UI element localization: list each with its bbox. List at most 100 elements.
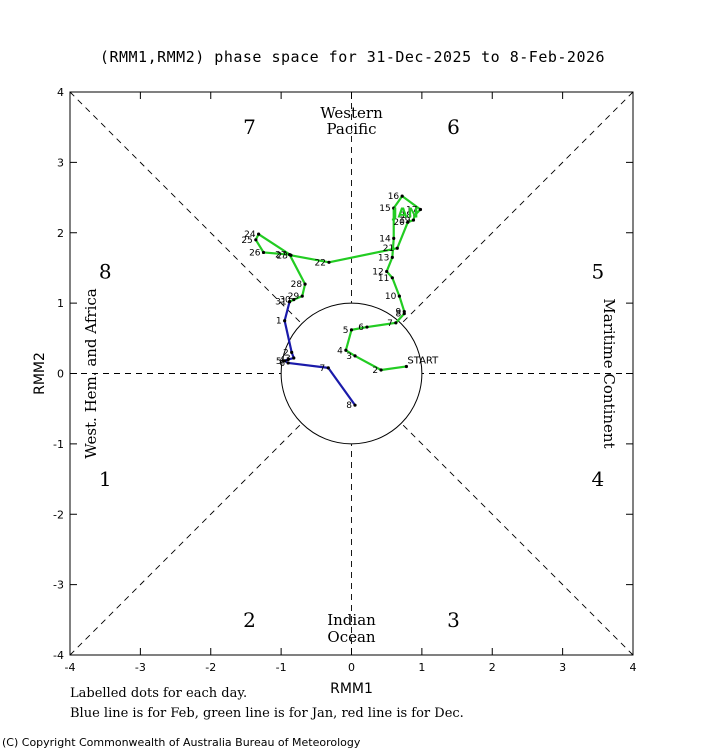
- plot-frame: [69, 91, 634, 656]
- day-label: 30: [279, 296, 291, 306]
- month-label-jan: JAN: [392, 207, 419, 222]
- diagonal-guide-upper-right: [400, 91, 634, 325]
- day-dot: [349, 328, 354, 332]
- day-dot: [400, 194, 404, 198]
- day-dot: [413, 213, 417, 217]
- y-tick-label: 1: [57, 297, 64, 310]
- x-tick-label: 4: [630, 661, 637, 674]
- day-label: 28: [291, 280, 303, 290]
- day-label: 26: [249, 248, 261, 258]
- copyright-text: (C) Copyright Commonwealth of Australia …: [2, 736, 361, 749]
- phase-5-label: 5: [591, 259, 604, 283]
- x-tick-label: -2: [205, 661, 216, 674]
- day-label: 14: [379, 234, 391, 244]
- day-dot: [392, 236, 396, 240]
- day-dot: [392, 206, 396, 210]
- diagonal-guide-upper-left: [69, 91, 303, 325]
- day-label: 25: [241, 236, 252, 246]
- day-label: 6: [279, 359, 285, 369]
- day-label: 29: [288, 292, 300, 302]
- day-label: 20: [393, 218, 405, 228]
- region-right-label: Maritime Continent: [600, 298, 618, 448]
- day-label: 4: [337, 346, 343, 356]
- day-label: 5: [276, 357, 282, 367]
- x-axis-label: RMM1: [330, 681, 373, 697]
- x-tick-label: -4: [65, 661, 76, 674]
- day-dot: [404, 364, 408, 369]
- day-label: 4: [279, 355, 285, 365]
- day-label: 8: [346, 401, 352, 411]
- day-dot: [292, 298, 296, 302]
- amplitude-one-circle: [280, 302, 423, 445]
- phase-2-label: 2: [243, 608, 256, 632]
- region-bottom-line1: Indian: [327, 611, 376, 629]
- y-tick-label: 2: [57, 227, 64, 240]
- x-tick-label: -3: [135, 661, 146, 674]
- day-label: 2: [372, 366, 378, 376]
- day-label: 16: [388, 192, 400, 202]
- day-label: 7: [387, 319, 393, 329]
- day-dot: [290, 350, 294, 354]
- day-label: 15: [379, 204, 390, 214]
- day-label: 17: [406, 206, 417, 216]
- day-dot: [406, 220, 410, 224]
- day-dot: [344, 348, 348, 352]
- y-tick-label: -2: [53, 508, 64, 521]
- phase-6-label: 6: [447, 115, 460, 139]
- phase-8-label: 8: [99, 259, 112, 283]
- day-label: 9: [396, 308, 402, 318]
- day-dot: [283, 319, 287, 323]
- plot-border: [69, 91, 634, 656]
- day-dot: [287, 252, 292, 257]
- day-label: 27: [275, 251, 286, 261]
- day-label: 11: [378, 274, 389, 284]
- day-label: 12: [372, 267, 383, 277]
- series-line-feb: [283, 301, 356, 406]
- day-dot: [353, 354, 357, 358]
- phase-7-label: 7: [243, 115, 256, 139]
- day-label: 24: [244, 230, 256, 240]
- day-label: 3: [346, 352, 352, 362]
- day-dot: [286, 357, 290, 362]
- region-left-label: West. Hem. and Africa: [82, 288, 100, 459]
- day-label: 21: [383, 244, 394, 254]
- day-dot: [385, 269, 389, 274]
- day-dot: [411, 218, 416, 222]
- day-label: 7: [320, 364, 326, 374]
- day-dot: [327, 260, 331, 264]
- x-tick-label: 3: [559, 661, 566, 674]
- day-dot: [365, 325, 369, 329]
- day-dot: [397, 294, 401, 298]
- phase-4-label: 4: [591, 467, 604, 491]
- diagonal-guide-lower-right: [400, 422, 634, 656]
- day-label: 10: [385, 292, 397, 302]
- day-dot: [257, 232, 261, 236]
- day-dot: [300, 294, 304, 298]
- x-tick-label: -1: [276, 661, 287, 674]
- x-tick-label: 0: [348, 661, 355, 674]
- region-top-line2: Pacific: [327, 120, 377, 138]
- day-label: 31: [275, 298, 286, 308]
- day-label: 8: [396, 310, 402, 320]
- chart-title: (RMM1,RMM2) phase space for 31-Dec-2025 …: [99, 48, 606, 66]
- diagonal-guide-lower-left: [69, 422, 303, 656]
- day-dot: [303, 282, 307, 286]
- y-tick-label: 3: [57, 156, 64, 169]
- y-tick-label: -1: [53, 438, 64, 451]
- phase-3-label: 3: [447, 608, 460, 632]
- day-dot: [394, 321, 398, 325]
- day-dot: [390, 255, 394, 259]
- day-label: 1: [276, 317, 282, 327]
- day-label: 5: [343, 326, 349, 336]
- day-dot: [353, 403, 357, 407]
- region-bottom-line2: Ocean: [327, 628, 376, 646]
- day-dot: [395, 246, 399, 250]
- day-dot: [326, 366, 330, 370]
- day-dot: [379, 368, 383, 372]
- day-label: 2: [283, 348, 289, 358]
- day-label: 19: [399, 216, 411, 226]
